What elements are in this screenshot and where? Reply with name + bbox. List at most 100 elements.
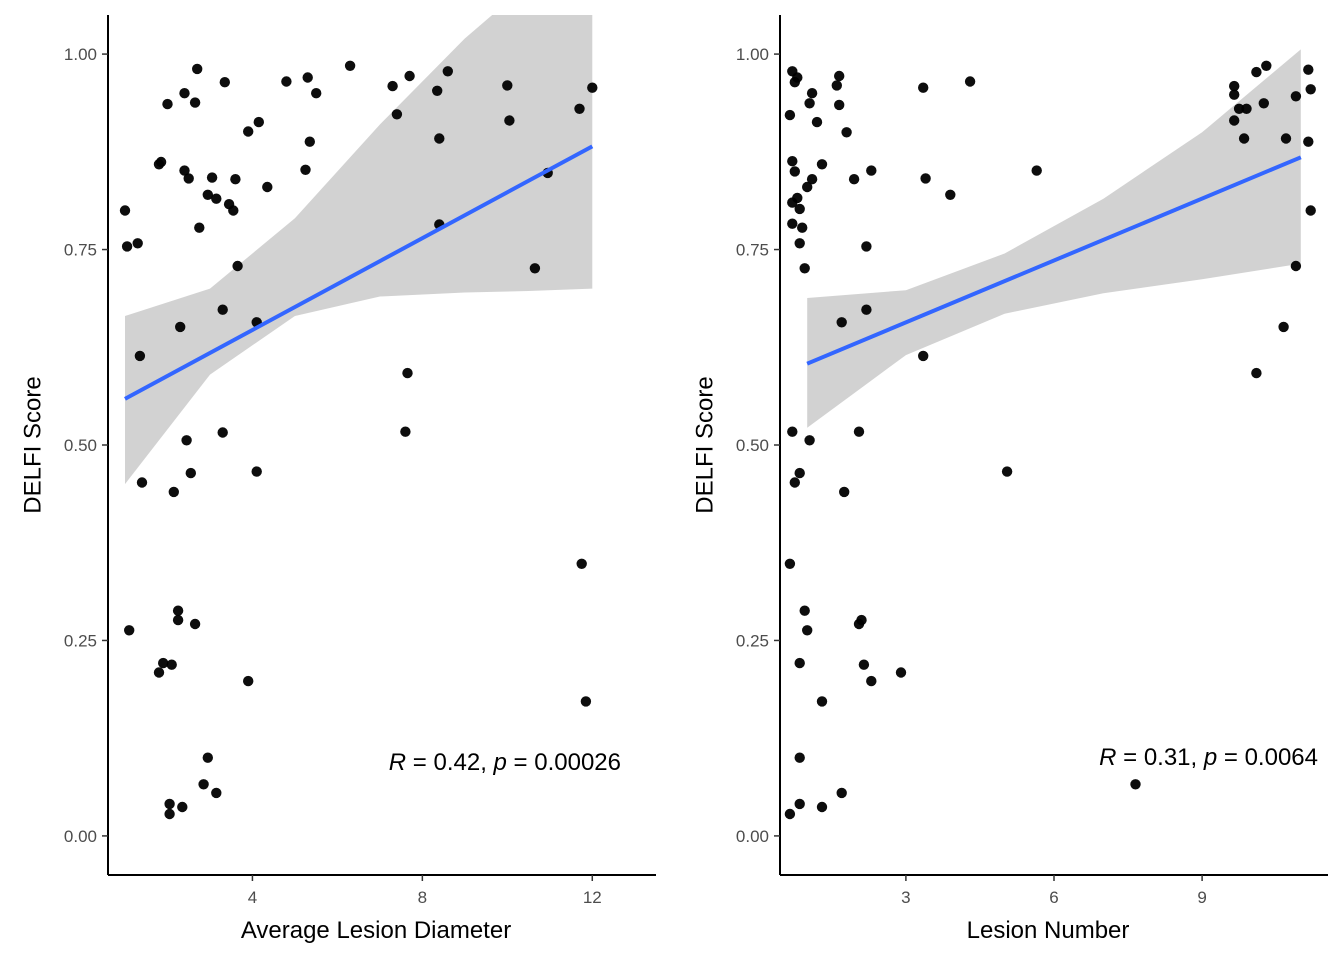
data-point bbox=[839, 486, 850, 498]
data-point bbox=[302, 72, 313, 83]
data-point bbox=[1238, 133, 1250, 144]
data-point bbox=[185, 467, 196, 479]
data-point bbox=[529, 263, 541, 274]
data-point bbox=[787, 426, 798, 437]
data-point bbox=[132, 238, 143, 249]
data-point bbox=[179, 165, 190, 176]
data-point bbox=[179, 88, 190, 99]
data-point bbox=[804, 98, 815, 109]
data-point bbox=[243, 126, 254, 137]
data-point bbox=[192, 63, 203, 75]
data-point bbox=[789, 166, 800, 177]
data-point bbox=[792, 192, 803, 204]
y-tick-label: 0.50 bbox=[64, 436, 97, 455]
data-point bbox=[794, 798, 805, 810]
data-point bbox=[836, 317, 847, 328]
data-point bbox=[794, 467, 805, 479]
data-point bbox=[166, 659, 177, 670]
y-tick-label: 0.00 bbox=[64, 827, 97, 846]
data-point bbox=[202, 752, 213, 763]
regression-line bbox=[124, 144, 594, 401]
data-point bbox=[504, 115, 515, 126]
data-point bbox=[1261, 60, 1272, 71]
data-point bbox=[1280, 133, 1292, 144]
data-point bbox=[804, 435, 815, 446]
correlation-annotation: R = 0.42, p = 0.00026 bbox=[389, 749, 621, 776]
data-point bbox=[211, 787, 222, 799]
data-point bbox=[1278, 321, 1289, 333]
data-point bbox=[816, 696, 828, 707]
data-point bbox=[964, 76, 976, 87]
y-axis-title: DELFI Score bbox=[691, 376, 718, 513]
data-point bbox=[134, 350, 146, 362]
data-point bbox=[841, 127, 852, 138]
data-point bbox=[861, 241, 872, 252]
data-point bbox=[119, 205, 131, 216]
data-point bbox=[1031, 165, 1042, 176]
data-point bbox=[404, 70, 415, 82]
data-point bbox=[806, 174, 818, 185]
x-axis-title: Average Lesion Diameter bbox=[241, 917, 511, 944]
data-point bbox=[281, 76, 292, 87]
data-point bbox=[945, 189, 956, 200]
data-point bbox=[836, 787, 847, 799]
data-point bbox=[853, 426, 865, 437]
panel-2: 0.00 0.25 0.50 0.75 1.00 3 6 9 Lesion Number DELF… bbox=[691, 15, 1328, 944]
data-point bbox=[574, 103, 585, 115]
x-tick-label: 9 bbox=[1197, 888, 1206, 907]
data-point bbox=[158, 657, 169, 669]
data-point bbox=[217, 304, 228, 315]
data-point bbox=[831, 80, 842, 91]
x-tick-label: 12 bbox=[583, 888, 602, 907]
data-point bbox=[811, 116, 823, 128]
panel-1: 0.00 0.25 0.50 0.75 1.00 4 8 12 Average Lesion D… bbox=[19, 15, 656, 944]
data-point bbox=[262, 181, 273, 193]
data-point bbox=[172, 614, 184, 626]
data-point bbox=[920, 173, 931, 184]
data-point bbox=[794, 203, 805, 215]
data-point bbox=[848, 174, 860, 185]
data-point bbox=[587, 82, 598, 93]
y-tick-label: 0.50 bbox=[736, 436, 769, 455]
data-point bbox=[198, 779, 209, 790]
data-point bbox=[794, 238, 805, 249]
data-point bbox=[442, 66, 453, 77]
data-point bbox=[1290, 91, 1302, 102]
data-point bbox=[177, 801, 188, 813]
x-tick-label: 8 bbox=[418, 888, 427, 907]
data-point bbox=[189, 97, 201, 108]
data-point bbox=[787, 218, 798, 229]
data-point bbox=[784, 808, 796, 820]
data-point bbox=[175, 321, 186, 333]
confidence-band bbox=[807, 49, 1301, 428]
data-point bbox=[1303, 64, 1314, 75]
data-point bbox=[253, 116, 264, 128]
data-point bbox=[1290, 260, 1302, 272]
data-point bbox=[502, 80, 513, 91]
data-point bbox=[1229, 80, 1240, 92]
data-point bbox=[136, 477, 148, 488]
data-point bbox=[1305, 84, 1316, 95]
data-point bbox=[202, 189, 213, 200]
data-point bbox=[434, 133, 445, 144]
data-point bbox=[792, 72, 803, 83]
data-point bbox=[866, 675, 877, 687]
data-point bbox=[856, 614, 867, 626]
y-tick-label: 1.00 bbox=[64, 45, 97, 64]
data-point bbox=[1130, 779, 1141, 790]
data-point bbox=[1233, 103, 1245, 115]
data-point bbox=[858, 659, 870, 670]
data-point bbox=[895, 667, 907, 678]
data-point bbox=[861, 304, 872, 315]
data-point bbox=[391, 109, 403, 120]
y-tick-label: 0.25 bbox=[64, 631, 97, 650]
data-point bbox=[918, 350, 929, 362]
plot-area bbox=[119, 15, 598, 820]
data-point bbox=[183, 173, 194, 184]
data-point bbox=[834, 99, 845, 111]
data-point bbox=[576, 558, 587, 569]
data-point bbox=[243, 675, 254, 687]
data-point bbox=[797, 222, 808, 233]
plot-area bbox=[784, 49, 1316, 820]
